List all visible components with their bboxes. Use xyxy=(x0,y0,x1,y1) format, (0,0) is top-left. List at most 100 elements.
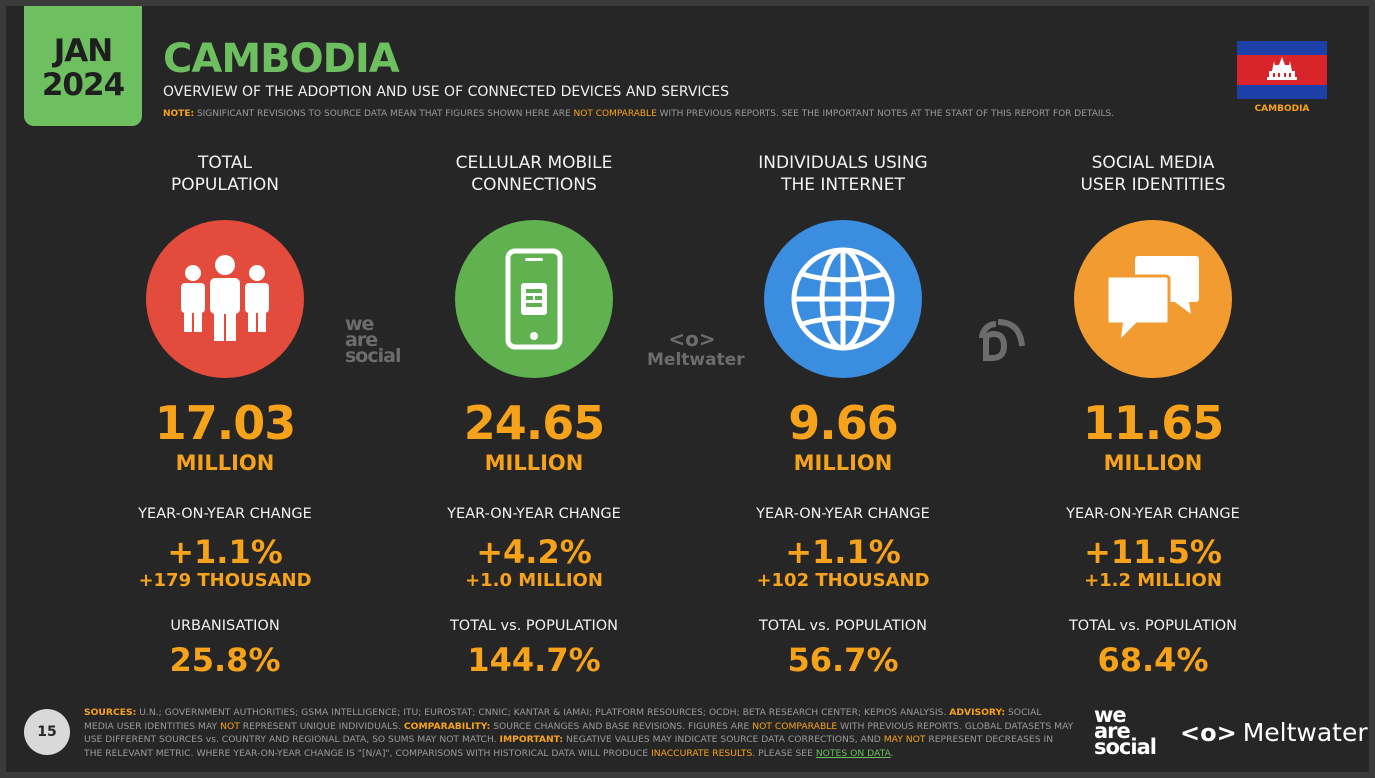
note-highlight: NOT COMPARABLE xyxy=(573,109,657,119)
mobile-unit: MILLION xyxy=(484,451,584,475)
yoy-label: YEAR-ON-YEAR CHANGE xyxy=(447,506,621,522)
note-part-1: SIGNIFICANT REVISIONS TO SOURCE DATA MEA… xyxy=(194,109,574,119)
social-circle xyxy=(1074,220,1232,378)
we-are-social-logo-small: we are social xyxy=(345,313,401,367)
yoy-absolute: +1.2 MILLION xyxy=(1084,570,1222,591)
globe-icon xyxy=(791,247,895,351)
comparability-highlight: NOT COMPARABLE xyxy=(752,720,838,732)
urbanisation-label: URBANISATION xyxy=(170,618,280,634)
population-circle xyxy=(146,220,304,378)
logo-line-1: we xyxy=(345,313,374,335)
heading-line-2: THE INTERNET xyxy=(781,175,905,195)
yoy-absolute: +102 THOUSAND xyxy=(756,570,930,591)
stat-column-population: TOTAL POPULATION 17.03 MILLION YEAR- xyxy=(95,152,355,678)
social-unit: MILLION xyxy=(1103,451,1203,475)
notes-on-data-link[interactable]: NOTES ON DATA xyxy=(815,747,891,759)
important-highlight: MAY NOT xyxy=(883,734,926,745)
slide: JAN 2024 CAMBODIA OVERVIEW OF THE ADOPTI… xyxy=(6,6,1369,772)
yoy-label: YEAR-ON-YEAR CHANGE xyxy=(138,506,312,522)
note-text: NOTE: SIGNIFICANT REVISIONS TO SOURCE DA… xyxy=(163,109,1114,119)
stat-column-internet: INDIVIDUALS USING THE INTERNET 9.66 MILL… xyxy=(713,152,973,678)
advisory-highlight: NOT xyxy=(220,720,240,732)
mobile-value: 24.65 xyxy=(463,396,606,450)
meltwater-wordmark: Meltwater xyxy=(647,350,745,370)
internet-circle xyxy=(764,220,922,378)
stat-column-social: SOCIAL MEDIA USER IDENTITIES 11.65 MILLI… xyxy=(1023,152,1283,678)
date-year: 2024 xyxy=(41,67,125,103)
logo-line-3: social xyxy=(345,345,401,367)
important-label: IMPORTANT: xyxy=(499,734,564,745)
note-part-2: WITH PREVIOUS REPORTS. SEE THE IMPORTANT… xyxy=(656,109,1115,119)
date-badge: JAN 2024 xyxy=(24,6,142,126)
note-label: NOTE: xyxy=(163,109,195,119)
comparability-body-2: WITH PREVIOUS REPORTS. GLOBAL DATASETS M… xyxy=(84,720,1074,746)
important-highlight-2: INACCURATE RESULTS xyxy=(651,747,753,759)
logo-line-1: we xyxy=(1094,703,1127,727)
meltwater-wordmark: Meltwater xyxy=(1242,718,1368,747)
meltwater-logo-small: <o> Meltwater xyxy=(647,327,745,370)
meltwater-mark-icon: <o> xyxy=(1180,718,1237,747)
column-heading: CELLULAR MOBILE CONNECTIONS xyxy=(404,152,664,200)
mobile-circle xyxy=(455,220,613,378)
yoy-percent: +11.5% xyxy=(1084,533,1222,571)
internet-unit: MILLION xyxy=(793,451,893,475)
logo-line-2: are xyxy=(1094,719,1131,743)
important-body-2: REPRESENT DECREASES IN THE RELEVANT METR… xyxy=(84,734,1054,759)
comparability-label: COMPARABILITY: xyxy=(403,720,491,732)
vs-population-value: 56.7% xyxy=(787,641,899,679)
logo-line-3: social xyxy=(1094,735,1157,759)
comparability-body-1: SOURCE CHANGES AND BASE REVISIONS. FIGUR… xyxy=(490,720,753,732)
chat-bubbles-icon xyxy=(1105,256,1199,338)
advisory-label: ADVISORY: xyxy=(949,707,1006,718)
column-heading: SOCIAL MEDIA USER IDENTITIES xyxy=(1023,152,1283,200)
population-value: 17.03 xyxy=(154,396,297,450)
flag-label: CAMBODIA xyxy=(1254,104,1310,114)
social-value: 11.65 xyxy=(1082,396,1225,450)
page-number: 15 xyxy=(24,709,70,755)
page-title: CAMBODIA xyxy=(163,36,400,82)
column-heading: INDIVIDUALS USING THE INTERNET xyxy=(713,152,973,200)
important-body-1: NEGATIVE VALUES MAY INDICATE SOURCE DATA… xyxy=(563,734,884,745)
vs-population-value: 68.4% xyxy=(1097,641,1209,679)
yoy-label: YEAR-ON-YEAR CHANGE xyxy=(756,506,930,522)
sources-text: SOURCES: U.N.; GOVERNMENT AUTHORITIES; G… xyxy=(84,706,1074,760)
yoy-absolute: +1.0 MILLION xyxy=(465,570,603,591)
population-unit: MILLION xyxy=(175,451,275,475)
vs-population-label: TOTAL vs. POPULATION xyxy=(758,618,928,634)
heading-line-2: USER IDENTITIES xyxy=(1080,175,1226,195)
heading-line-1: CELLULAR MOBILE xyxy=(455,153,613,173)
urbanisation-value: 25.8% xyxy=(169,641,281,679)
yoy-label: YEAR-ON-YEAR CHANGE xyxy=(1066,506,1240,522)
vs-population-label: TOTAL vs. POPULATION xyxy=(1068,618,1238,634)
datareportal-logo-icon xyxy=(979,319,1025,361)
heading-line-1: TOTAL xyxy=(198,153,252,173)
advisory-body-2: REPRESENT UNIQUE INDIVIDUALS. xyxy=(239,720,404,732)
mobile-phone-icon xyxy=(505,248,563,350)
we-are-social-logo: we are social xyxy=(1094,703,1157,759)
heading-line-1: SOCIAL MEDIA xyxy=(1091,153,1215,173)
meltwater-logo: <o> Meltwater xyxy=(1180,718,1368,747)
stat-column-mobile: CELLULAR MOBILE CONNECTIONS 24.65 MILLIO… xyxy=(404,152,664,678)
yoy-percent: +1.1% xyxy=(785,533,901,571)
advisory-body-1: SOCIAL MEDIA USER IDENTITIES MAY xyxy=(84,707,1042,732)
cambodia-flag-icon xyxy=(1237,41,1327,99)
page-subtitle: OVERVIEW OF THE ADOPTION AND USE OF CONN… xyxy=(163,84,730,100)
internet-value: 9.66 xyxy=(788,396,899,450)
yoy-percent: +4.2% xyxy=(476,533,592,571)
column-heading: TOTAL POPULATION xyxy=(95,152,355,200)
vs-population-label: TOTAL vs. POPULATION xyxy=(449,618,619,634)
important-body-3: . PLEASE SEE xyxy=(752,747,816,759)
vs-population-value: 144.7% xyxy=(467,641,601,679)
sources-body: U.N.; GOVERNMENT AUTHORITIES; GSMA INTEL… xyxy=(136,707,950,718)
logo-line-2: are xyxy=(345,329,378,351)
heading-line-2: CONNECTIONS xyxy=(471,175,597,195)
heading-line-2: POPULATION xyxy=(171,175,279,195)
meltwater-mark-icon: <o> xyxy=(668,327,716,351)
heading-line-1: INDIVIDUALS USING xyxy=(758,153,928,173)
people-icon xyxy=(181,255,269,341)
important-body-4: . xyxy=(890,747,894,759)
yoy-absolute: +179 THOUSAND xyxy=(138,570,312,591)
date-month: JAN xyxy=(53,33,113,69)
sources-label: SOURCES: xyxy=(84,707,137,718)
yoy-percent: +1.1% xyxy=(167,533,283,571)
